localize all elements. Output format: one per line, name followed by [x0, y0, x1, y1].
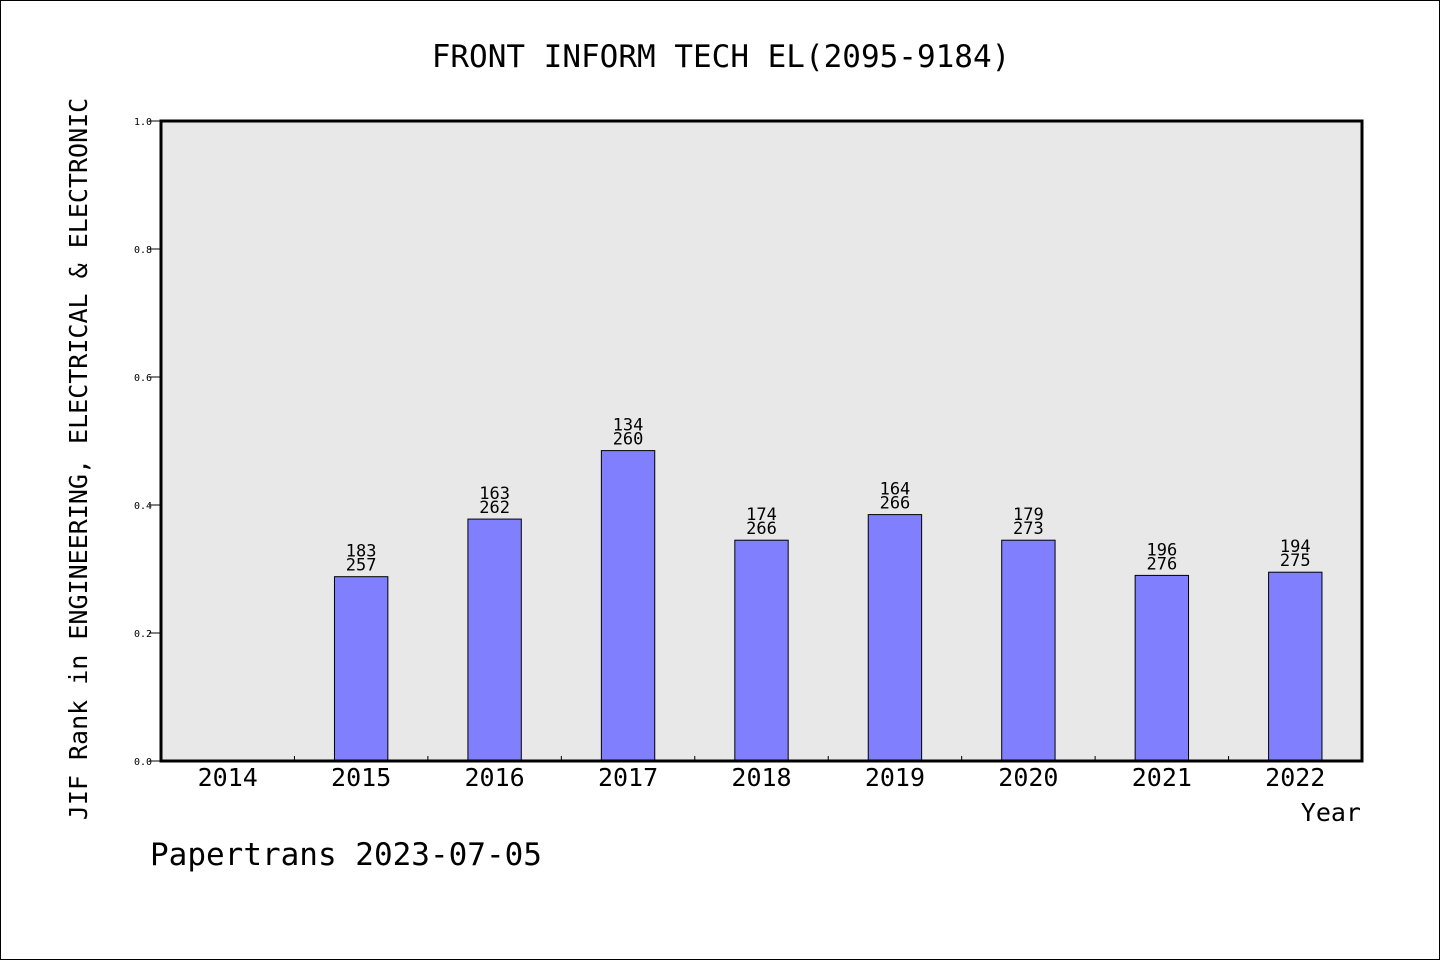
bar-rank-label: 179	[1013, 505, 1044, 525]
x-tick-label: 2017	[598, 763, 658, 792]
bar-total-label: 273	[1013, 519, 1044, 539]
bar-total-label: 262	[479, 498, 510, 518]
y-axis-label: JIF Rank in ENGINEERING, ELECTRICAL & EL…	[64, 98, 93, 820]
y-axis-ticks: 0.0 0.2 0.4 0.6 0.8 1.0	[134, 117, 161, 768]
bar	[600, 450, 656, 762]
bar-rank-label: 196	[1146, 540, 1177, 560]
bar	[1134, 574, 1190, 762]
y-tick-label: 0.4	[134, 501, 152, 512]
bar-total-label: 275	[1280, 551, 1311, 571]
bar-labels-group: 1832571632621342601742661642661792731962…	[346, 416, 1311, 576]
x-tick-label: 2019	[865, 763, 925, 792]
y-tick-label: 0.2	[134, 629, 152, 640]
x-tick-label: 2020	[998, 763, 1058, 792]
x-axis-label: Year	[1301, 798, 1361, 827]
bar-total-label: 266	[880, 494, 911, 514]
bar	[867, 514, 923, 762]
bar	[467, 518, 522, 762]
bar-rank-label: 163	[479, 484, 510, 504]
bar-rank-label: 194	[1280, 537, 1311, 557]
y-tick-label: 0.6	[134, 373, 152, 384]
watermark-text: Papertrans 2023-07-05	[150, 837, 542, 873]
plot-border	[159, 119, 1364, 763]
y-tick-label: 0.0	[134, 757, 152, 768]
bar	[734, 539, 789, 762]
bar-rank-label: 134	[613, 416, 644, 436]
x-tick-label: 2018	[731, 763, 791, 792]
x-tick-label: 2022	[1265, 763, 1325, 792]
x-tick-label: 2015	[331, 763, 391, 792]
bar-total-label: 257	[346, 556, 377, 576]
bar-rank-label: 174	[746, 505, 777, 525]
x-tick-label: 2021	[1132, 763, 1192, 792]
bar-rank-label: 164	[880, 480, 911, 500]
bar-total-label: 276	[1146, 554, 1177, 574]
chart-title: FRONT INFORM TECH EL(2095-9184)	[432, 39, 1011, 75]
y-tick-label: 1.0	[134, 117, 152, 128]
x-axis-ticks: 2014 2015 2016 2017 2018 2019 2020 2021 2022	[198, 756, 1325, 792]
x-tick-label: 2016	[465, 763, 525, 792]
bar-rank-label: 183	[346, 542, 377, 562]
bars-group	[333, 450, 1323, 762]
bar-total-label: 266	[746, 519, 777, 539]
bar	[1268, 571, 1323, 762]
bar	[1001, 539, 1056, 762]
y-tick-label: 0.8	[134, 245, 152, 256]
bar	[333, 576, 389, 762]
bar-total-label: 260	[613, 430, 644, 450]
x-tick-label: 2014	[198, 763, 258, 792]
